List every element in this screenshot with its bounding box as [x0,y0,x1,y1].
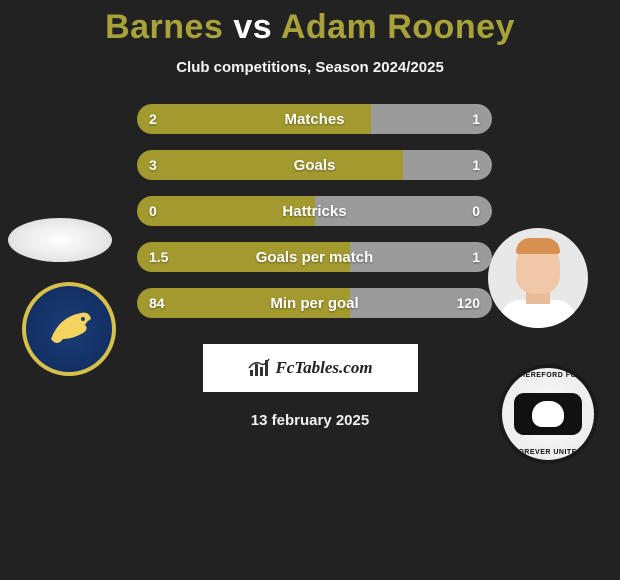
branding-box: FcTables.com [203,344,418,392]
stat-left-value: 1.5 [149,242,168,272]
stat-right-value: 1 [472,150,480,180]
player1-avatar [8,218,112,262]
stat-label: Goals per match [137,242,492,272]
player2-avatar [488,228,588,328]
stat-row: Hattricks0 0 [137,196,492,226]
stat-right-value: 0 [472,196,480,226]
chart-icon [247,356,271,380]
crest-right-name: HEREFORD FC [502,372,594,379]
bird-icon [39,299,99,359]
stat-label: Goals [137,150,492,180]
stats-container: Matches21Goals31Hattricks00Goals per mat… [137,104,492,318]
stat-left-value: 84 [149,288,165,318]
stat-left-value: 2 [149,104,157,134]
title-vs: vs [233,8,272,46]
stat-left-value: 0 [149,196,157,226]
crest-right-tag: FOREVER UNITED [502,449,594,456]
stat-right-value: 1 [472,242,480,272]
branding-text: FcTables.com [275,358,372,378]
stat-left-value: 3 [149,150,157,180]
stat-row: Matches2 1 [137,104,492,134]
comparison-title: Barnes vs Adam Rooney [0,0,620,47]
stat-label: Min per goal [137,288,492,318]
player2-name: Adam Rooney [281,8,515,46]
stat-right-value: 1 [472,104,480,134]
stat-row: Goals per match1.5 1 [137,242,492,272]
stat-row: Min per goal84 120 [137,288,492,318]
player1-name: Barnes [105,8,223,46]
subtitle: Club competitions, Season 2024/2025 [0,59,620,76]
bull-icon [514,393,582,435]
stat-label: Matches [137,104,492,134]
player1-club-crest [22,282,116,376]
player2-club-crest: HEREFORD FC FOREVER UNITED [498,364,598,464]
stat-label: Hattricks [137,196,492,226]
stat-right-value: 120 [457,288,480,318]
main-area: HEREFORD FC FOREVER UNITED Matches21Goal… [0,104,620,318]
stat-row: Goals3 1 [137,150,492,180]
